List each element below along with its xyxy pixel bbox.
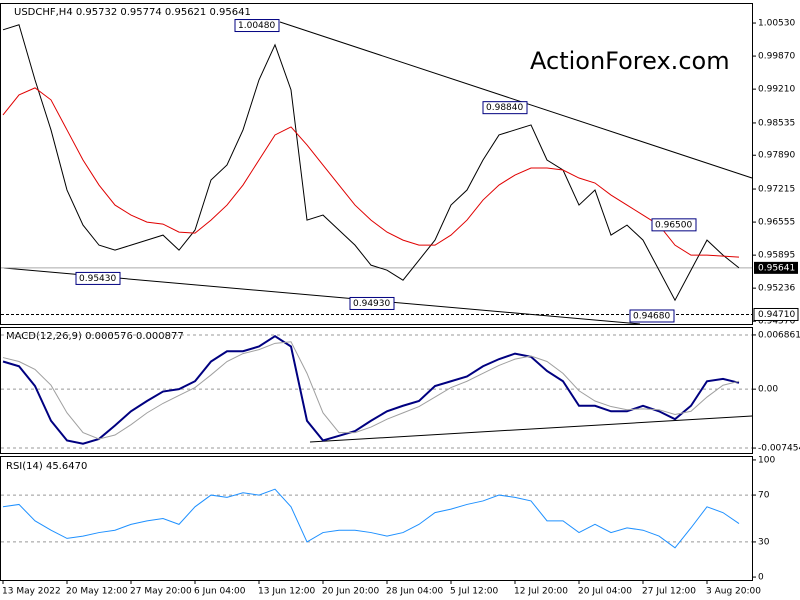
series-line — [2, 488, 740, 549]
x-tick-label: 27 Jul 12:00 — [642, 587, 696, 597]
annotation-label: 0.98840 — [486, 103, 523, 113]
annotation-label: 0.94930 — [353, 299, 390, 309]
annotation-box — [629, 309, 675, 323]
annotation-label: 0.95430 — [79, 274, 116, 284]
y-tick-label: 0.95895 — [758, 251, 795, 261]
y-tick-label: 1.00530 — [758, 19, 795, 29]
macd-panel — [0, 327, 753, 454]
y-tick-label: 0.94576 — [758, 317, 795, 327]
series-line — [2, 87, 740, 258]
annotation-label: 0.94680 — [633, 311, 670, 321]
y-tick-label: 0.99210 — [758, 85, 795, 95]
annotation-box — [75, 271, 121, 285]
x-tick-label: 3 Aug 20:00 — [706, 587, 761, 597]
y-tick-label: 0.006861 — [758, 330, 800, 340]
y-tick-label: -0.007454 — [758, 444, 800, 454]
x-tick-label: 13 May 2022 — [2, 587, 61, 597]
x-tick-label: 13 Jun 12:00 — [258, 587, 315, 597]
x-tick-label: 5 Jul 12:00 — [450, 587, 499, 597]
level-label-box — [753, 307, 799, 321]
macd-title: MACD(12,26,9) 0.000576 0.000877 — [6, 331, 184, 342]
y-tick-label: 70 — [758, 491, 770, 501]
y-tick-label: 0.98535 — [758, 118, 795, 128]
annotation-box — [349, 296, 395, 310]
series-line — [2, 341, 740, 440]
price-title: USDCHF,H4 0.95732 0.95774 0.95621 0.9564… — [14, 7, 251, 18]
annotation-box — [651, 218, 697, 232]
price-panel — [0, 3, 753, 325]
x-tick-label: 20 Jun 20:00 — [322, 587, 379, 597]
y-tick-label: 0.97215 — [758, 185, 795, 195]
rsi-title: RSI(14) 45.6470 — [6, 461, 87, 472]
y-tick-label: 0.95236 — [758, 284, 795, 294]
y-tick-label: 0.97890 — [758, 151, 795, 161]
current-price-box — [754, 261, 798, 274]
x-tick-label: 12 Jul 20:00 — [514, 587, 568, 597]
x-tick-label: 6 Jun 04:00 — [194, 587, 246, 597]
series-line — [2, 24, 740, 302]
current-price-label: 0.95641 — [758, 263, 795, 273]
annotation-box — [234, 19, 280, 33]
trend-line — [279, 21, 753, 179]
y-tick-label: 100 — [758, 455, 775, 465]
y-tick-label: 0.99870 — [758, 52, 795, 62]
x-tick-label: 20 May 12:00 — [66, 587, 128, 597]
annotation-box — [482, 101, 528, 115]
annotation-label: 0.96500 — [655, 220, 692, 230]
x-tick-label: 20 Jul 04:00 — [578, 587, 632, 597]
y-tick-label: 30 — [758, 537, 770, 547]
y-tick-label: 0 — [758, 573, 764, 583]
y-tick-label: 0.96555 — [758, 218, 795, 228]
annotation-label: 1.00480 — [238, 21, 275, 31]
x-tick-label: 28 Jun 04:00 — [386, 587, 443, 597]
watermark: ActionForex.com — [530, 47, 730, 75]
trend-line — [309, 415, 753, 443]
y-tick-label: 0.00 — [758, 385, 778, 395]
x-tick-label: 27 May 20:00 — [130, 587, 192, 597]
series-line — [2, 335, 740, 445]
rsi-panel — [0, 456, 753, 581]
level-label: 0.94710 — [758, 310, 795, 320]
